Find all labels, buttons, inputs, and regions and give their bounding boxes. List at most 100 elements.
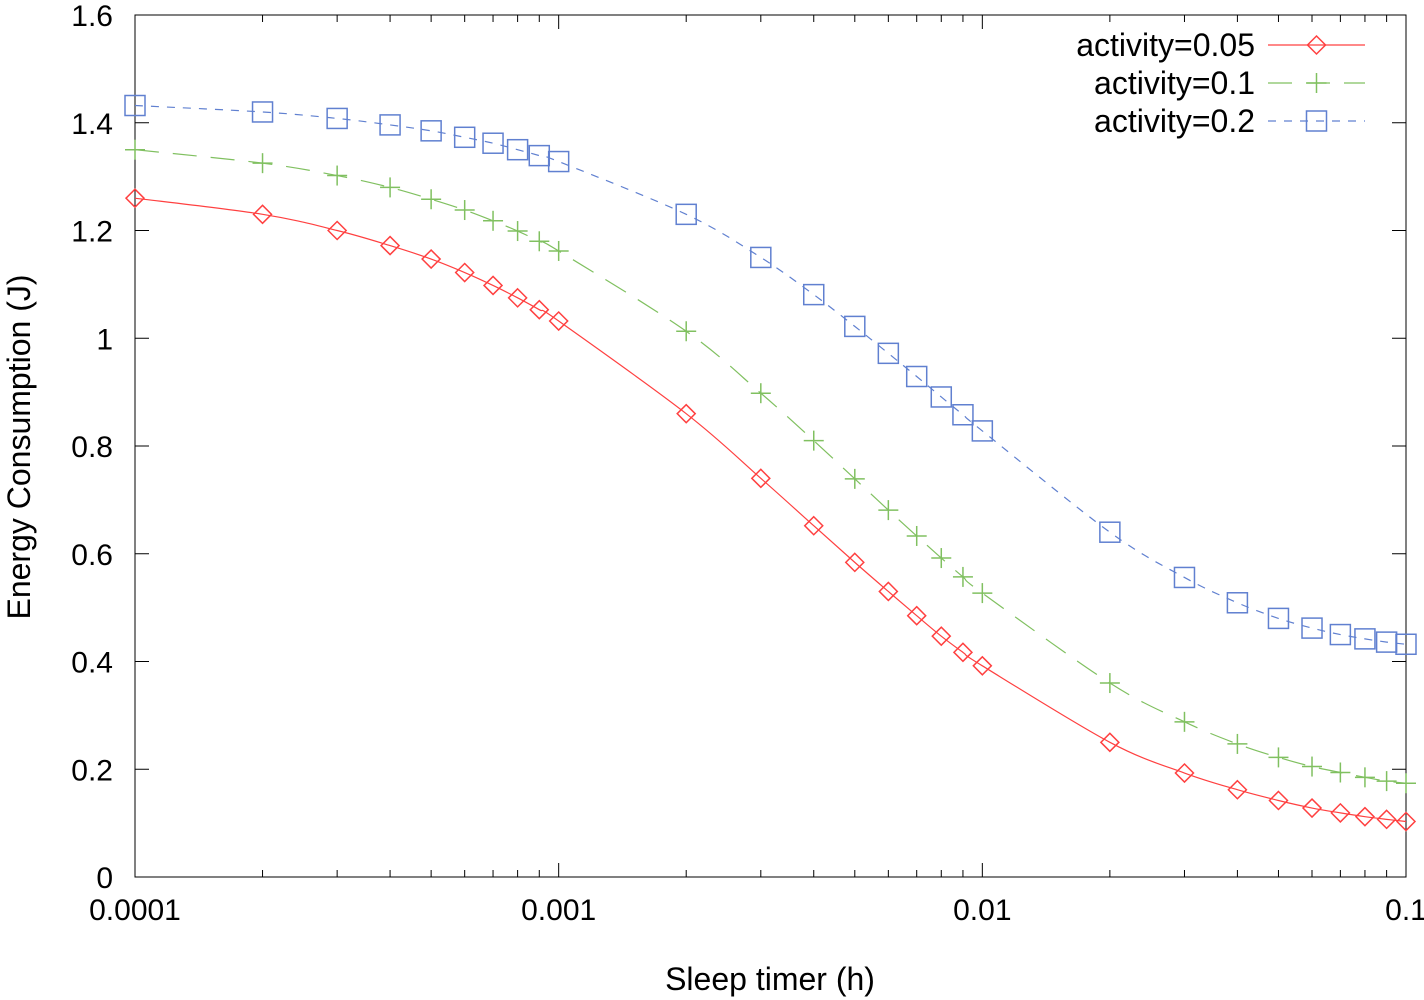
plus-marker	[1227, 733, 1248, 754]
square-marker	[877, 342, 900, 365]
diamond-marker	[1354, 806, 1376, 827]
square-marker	[952, 404, 974, 426]
square-marker	[1226, 592, 1249, 614]
diamond-marker	[454, 262, 475, 283]
diamond-marker	[327, 220, 348, 241]
plus-marker	[931, 548, 952, 569]
diamond-marker	[548, 310, 569, 332]
plus-marker	[972, 583, 993, 604]
plus-marker	[1302, 756, 1323, 777]
square-marker	[453, 126, 476, 149]
plus-marker	[952, 566, 973, 587]
square-marker	[1267, 607, 1290, 630]
square-marker	[750, 246, 772, 269]
diamond-marker	[124, 188, 146, 209]
legend-diamond-marker	[1306, 34, 1327, 56]
plus-marker	[1174, 711, 1195, 732]
diamond-marker	[1376, 809, 1397, 830]
x-tick-label: 0.1	[1385, 894, 1424, 927]
legend-label: activity=0.2	[1094, 103, 1255, 139]
plus-marker	[421, 189, 442, 210]
legend-item-2: activity=0.1	[1094, 65, 1365, 101]
plus-marker	[380, 177, 401, 198]
legend-label: activity=0.1	[1094, 65, 1255, 101]
square-marker	[905, 365, 928, 388]
square-marker	[251, 101, 274, 123]
y-tick-label: 0.4	[71, 647, 113, 680]
square-marker	[675, 203, 697, 226]
square-marker	[379, 114, 401, 136]
plus-marker	[483, 210, 504, 231]
series-3	[124, 94, 1417, 656]
square-marker	[506, 138, 529, 161]
y-tick-label: 0.2	[71, 754, 113, 787]
square-marker	[528, 144, 551, 167]
legend-plus-marker	[1306, 73, 1327, 93]
plus-marker	[676, 321, 697, 342]
plus-marker	[906, 525, 927, 546]
square-marker	[930, 386, 953, 408]
diamond-marker	[380, 235, 401, 256]
plus-marker	[252, 153, 273, 174]
series-line	[134, 197, 1407, 823]
square-marker	[1354, 628, 1376, 650]
square-marker	[971, 420, 994, 442]
y-tick-label: 1.2	[71, 216, 113, 249]
plot-frame	[134, 14, 1407, 878]
diamond-marker	[906, 605, 927, 626]
plus-marker	[878, 500, 899, 521]
y-tick-label: 1.4	[71, 108, 113, 141]
square-marker	[844, 315, 866, 338]
diamond-marker	[1174, 762, 1195, 784]
diamond-marker	[1301, 797, 1323, 819]
diamond-marker	[1330, 802, 1351, 823]
plot-border	[134, 14, 1407, 878]
diamond-marker	[1268, 790, 1289, 811]
series-2	[125, 139, 1416, 794]
y-tick-label: 1	[96, 323, 113, 356]
diamond-marker	[844, 552, 865, 573]
square-marker	[420, 120, 442, 142]
series-layer	[124, 94, 1417, 832]
axis-ticks: 0 0.2 0.4 0.6 0.8 1 1.2 1.4 1.6 0.0001 0.001 0.01 0.…	[71, 0, 1424, 927]
square-marker	[547, 150, 570, 173]
plus-marker	[1099, 673, 1120, 694]
legend-item-1: activity=0.05	[1076, 27, 1365, 63]
plus-marker	[1354, 767, 1375, 788]
y-tick-label: 0.8	[71, 431, 113, 464]
legend-label: activity=0.05	[1076, 27, 1255, 63]
y-tick-label: 0.6	[71, 539, 113, 572]
square-marker	[124, 94, 146, 117]
plus-marker	[1268, 747, 1289, 768]
square-marker	[1395, 633, 1417, 656]
plus-marker	[844, 468, 865, 489]
plus-marker	[1396, 773, 1416, 794]
plus-marker	[125, 139, 145, 160]
series-line	[134, 104, 1407, 645]
square-marker	[1099, 521, 1121, 543]
square-marker	[482, 132, 504, 154]
square-marker	[802, 283, 825, 306]
square-marker	[326, 107, 348, 130]
diamond-marker	[1099, 732, 1120, 753]
y-tick-label: 0	[96, 862, 113, 895]
legend-item-3: activity=0.2	[1094, 103, 1365, 139]
diamond-marker	[482, 275, 504, 296]
plus-marker	[548, 240, 569, 261]
legend-square-marker	[1305, 110, 1328, 132]
series-line	[134, 149, 1407, 784]
plus-marker	[803, 430, 824, 451]
square-marker	[1173, 566, 1196, 589]
diamond-marker	[750, 468, 771, 489]
x-tick-label: 0.001	[521, 894, 596, 927]
diamond-marker	[529, 299, 550, 320]
diamond-marker	[1395, 811, 1417, 832]
diamond-marker	[803, 515, 824, 536]
diamond-marker	[952, 642, 974, 663]
diamond-marker	[421, 248, 442, 270]
diamond-marker	[931, 626, 952, 647]
x-tick-label: 0.0001	[89, 894, 181, 927]
